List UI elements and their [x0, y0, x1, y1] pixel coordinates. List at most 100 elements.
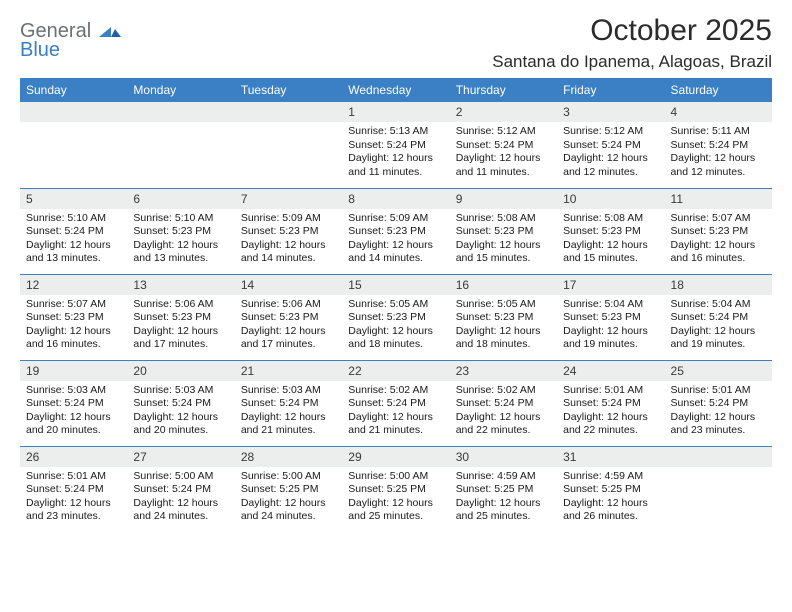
day-body: [665, 467, 772, 474]
day-number: 13: [127, 275, 234, 295]
day-body: Sunrise: 5:05 AMSunset: 5:23 PMDaylight:…: [450, 295, 557, 357]
day-body: [127, 122, 234, 129]
day-body: Sunrise: 5:05 AMSunset: 5:23 PMDaylight:…: [342, 295, 449, 357]
sunset-text: Sunset: 5:23 PM: [241, 225, 336, 239]
daylight-text: Daylight: 12 hours and 13 minutes.: [26, 239, 121, 266]
calendar-row: 19Sunrise: 5:03 AMSunset: 5:24 PMDayligh…: [20, 360, 772, 446]
day-body: Sunrise: 5:07 AMSunset: 5:23 PMDaylight:…: [665, 209, 772, 271]
day-body: Sunrise: 5:04 AMSunset: 5:24 PMDaylight:…: [665, 295, 772, 357]
day-number: 2: [450, 102, 557, 122]
calendar-cell: [20, 102, 127, 188]
calendar-cell: 5Sunrise: 5:10 AMSunset: 5:24 PMDaylight…: [20, 188, 127, 274]
sunset-text: Sunset: 5:23 PM: [348, 225, 443, 239]
day-body: [235, 122, 342, 129]
day-body: Sunrise: 5:00 AMSunset: 5:25 PMDaylight:…: [235, 467, 342, 529]
col-monday: Monday: [127, 78, 234, 102]
calendar-cell: 7Sunrise: 5:09 AMSunset: 5:23 PMDaylight…: [235, 188, 342, 274]
sunset-text: Sunset: 5:25 PM: [563, 483, 658, 497]
header: General Blue October 2025 Santana do Ipa…: [20, 14, 772, 72]
col-tuesday: Tuesday: [235, 78, 342, 102]
sunset-text: Sunset: 5:24 PM: [456, 139, 551, 153]
day-number: 18: [665, 275, 772, 295]
daylight-text: Daylight: 12 hours and 19 minutes.: [563, 325, 658, 352]
col-thursday: Thursday: [450, 78, 557, 102]
sunset-text: Sunset: 5:23 PM: [456, 225, 551, 239]
day-number: 23: [450, 361, 557, 381]
daylight-text: Daylight: 12 hours and 15 minutes.: [456, 239, 551, 266]
calendar-body: 1Sunrise: 5:13 AMSunset: 5:24 PMDaylight…: [20, 102, 772, 532]
day-body: Sunrise: 5:09 AMSunset: 5:23 PMDaylight:…: [342, 209, 449, 271]
daylight-text: Daylight: 12 hours and 25 minutes.: [456, 497, 551, 524]
calendar-cell: 6Sunrise: 5:10 AMSunset: 5:23 PMDaylight…: [127, 188, 234, 274]
day-number: 4: [665, 102, 772, 122]
sunrise-text: Sunrise: 5:05 AM: [348, 298, 443, 312]
day-body: Sunrise: 5:03 AMSunset: 5:24 PMDaylight:…: [20, 381, 127, 443]
day-number: 31: [557, 447, 664, 467]
sunrise-text: Sunrise: 5:02 AM: [348, 384, 443, 398]
calendar-cell: 26Sunrise: 5:01 AMSunset: 5:24 PMDayligh…: [20, 446, 127, 532]
col-saturday: Saturday: [665, 78, 772, 102]
sunset-text: Sunset: 5:25 PM: [456, 483, 551, 497]
sunrise-text: Sunrise: 5:09 AM: [241, 212, 336, 226]
day-number: 29: [342, 447, 449, 467]
sunset-text: Sunset: 5:24 PM: [133, 483, 228, 497]
day-number: 10: [557, 189, 664, 209]
daylight-text: Daylight: 12 hours and 17 minutes.: [241, 325, 336, 352]
sunset-text: Sunset: 5:24 PM: [26, 225, 121, 239]
day-number: [127, 102, 234, 122]
daylight-text: Daylight: 12 hours and 14 minutes.: [241, 239, 336, 266]
daylight-text: Daylight: 12 hours and 26 minutes.: [563, 497, 658, 524]
calendar-cell: 25Sunrise: 5:01 AMSunset: 5:24 PMDayligh…: [665, 360, 772, 446]
sunset-text: Sunset: 5:24 PM: [456, 397, 551, 411]
calendar-cell: 22Sunrise: 5:02 AMSunset: 5:24 PMDayligh…: [342, 360, 449, 446]
sunset-text: Sunset: 5:23 PM: [133, 311, 228, 325]
calendar-row: 1Sunrise: 5:13 AMSunset: 5:24 PMDaylight…: [20, 102, 772, 188]
daylight-text: Daylight: 12 hours and 11 minutes.: [348, 152, 443, 179]
daylight-text: Daylight: 12 hours and 20 minutes.: [133, 411, 228, 438]
day-body: Sunrise: 5:02 AMSunset: 5:24 PMDaylight:…: [450, 381, 557, 443]
sunrise-text: Sunrise: 5:05 AM: [456, 298, 551, 312]
day-number: [665, 447, 772, 467]
sunrise-text: Sunrise: 5:07 AM: [671, 212, 766, 226]
day-number: 9: [450, 189, 557, 209]
sunrise-text: Sunrise: 5:00 AM: [348, 470, 443, 484]
sunrise-text: Sunrise: 5:06 AM: [133, 298, 228, 312]
day-body: Sunrise: 4:59 AMSunset: 5:25 PMDaylight:…: [557, 467, 664, 529]
calendar-cell: 13Sunrise: 5:06 AMSunset: 5:23 PMDayligh…: [127, 274, 234, 360]
col-sunday: Sunday: [20, 78, 127, 102]
sunset-text: Sunset: 5:24 PM: [563, 139, 658, 153]
daylight-text: Daylight: 12 hours and 20 minutes.: [26, 411, 121, 438]
sunset-text: Sunset: 5:24 PM: [563, 397, 658, 411]
sunset-text: Sunset: 5:24 PM: [671, 397, 766, 411]
calendar-row: 26Sunrise: 5:01 AMSunset: 5:24 PMDayligh…: [20, 446, 772, 532]
calendar-cell: [127, 102, 234, 188]
sunrise-text: Sunrise: 4:59 AM: [456, 470, 551, 484]
day-body: Sunrise: 5:00 AMSunset: 5:25 PMDaylight:…: [342, 467, 449, 529]
sunrise-text: Sunrise: 5:12 AM: [563, 125, 658, 139]
sunrise-text: Sunrise: 5:13 AM: [348, 125, 443, 139]
day-body: Sunrise: 5:03 AMSunset: 5:24 PMDaylight:…: [127, 381, 234, 443]
calendar-cell: 14Sunrise: 5:06 AMSunset: 5:23 PMDayligh…: [235, 274, 342, 360]
sunrise-text: Sunrise: 5:01 AM: [563, 384, 658, 398]
day-number: 16: [450, 275, 557, 295]
sunset-text: Sunset: 5:24 PM: [241, 397, 336, 411]
sunset-text: Sunset: 5:23 PM: [26, 311, 121, 325]
calendar-cell: 11Sunrise: 5:07 AMSunset: 5:23 PMDayligh…: [665, 188, 772, 274]
sunrise-text: Sunrise: 5:10 AM: [133, 212, 228, 226]
day-number: 14: [235, 275, 342, 295]
calendar-cell: 19Sunrise: 5:03 AMSunset: 5:24 PMDayligh…: [20, 360, 127, 446]
daylight-text: Daylight: 12 hours and 12 minutes.: [563, 152, 658, 179]
calendar-cell: 17Sunrise: 5:04 AMSunset: 5:23 PMDayligh…: [557, 274, 664, 360]
col-wednesday: Wednesday: [342, 78, 449, 102]
day-number: 6: [127, 189, 234, 209]
daylight-text: Daylight: 12 hours and 22 minutes.: [456, 411, 551, 438]
sunset-text: Sunset: 5:25 PM: [241, 483, 336, 497]
calendar-cell: 31Sunrise: 4:59 AMSunset: 5:25 PMDayligh…: [557, 446, 664, 532]
calendar-cell: [235, 102, 342, 188]
sunrise-text: Sunrise: 4:59 AM: [563, 470, 658, 484]
daylight-text: Daylight: 12 hours and 22 minutes.: [563, 411, 658, 438]
sunset-text: Sunset: 5:23 PM: [241, 311, 336, 325]
daylight-text: Daylight: 12 hours and 19 minutes.: [671, 325, 766, 352]
sunrise-text: Sunrise: 5:03 AM: [26, 384, 121, 398]
day-number: [20, 102, 127, 122]
